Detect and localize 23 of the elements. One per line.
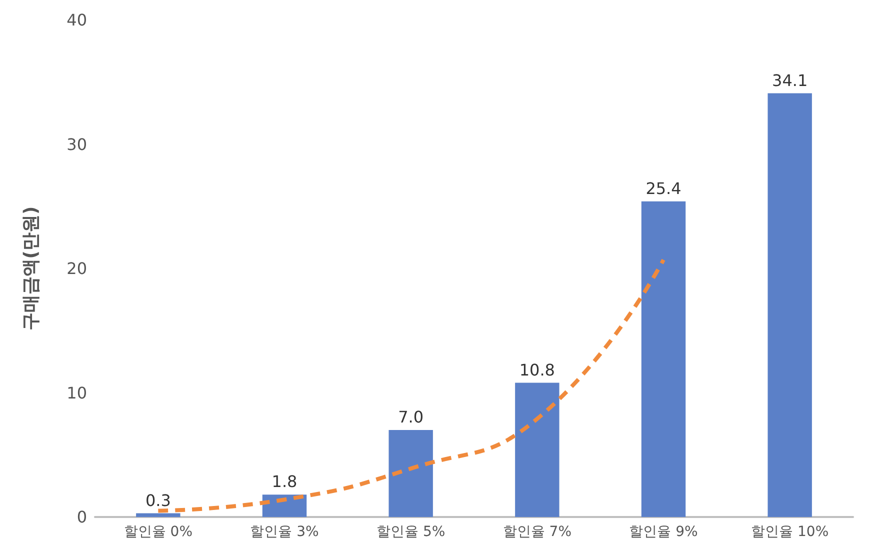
data-label: 0.3 [145,490,171,510]
y-tick-label: 20 [66,259,87,278]
y-axis-title: 구매금액(만원) [20,206,42,331]
data-label: 1.8 [272,472,298,492]
y-tick-label: 10 [66,383,87,402]
bar [388,430,433,517]
bar [515,382,560,517]
data-label: 7.0 [398,408,424,427]
x-tick-label: 할인율 3% [250,524,319,540]
x-tick-label: 할인율 9% [629,524,698,540]
data-label: 25.4 [646,178,682,198]
data-label: 10.8 [519,360,555,380]
y-tick-label: 30 [66,134,87,154]
y-tick-label: 0 [76,508,87,526]
bar [136,513,180,517]
bar [768,93,812,517]
x-tick-label: 할인율 5% [376,524,446,540]
y-tick-label: 40 [66,10,87,30]
data-label: 34.1 [772,70,808,90]
x-tick-label: 할인율 7% [502,524,572,540]
x-tick-label: 할인율 10% [751,524,829,540]
x-tick-label: 할인율 0% [124,524,193,540]
bar [641,201,686,517]
